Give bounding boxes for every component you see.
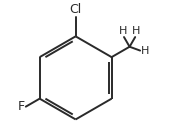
Text: H: H [132, 26, 140, 36]
Text: F: F [17, 100, 25, 113]
Text: Cl: Cl [70, 3, 82, 16]
Text: H: H [119, 26, 127, 36]
Text: H: H [141, 46, 150, 56]
